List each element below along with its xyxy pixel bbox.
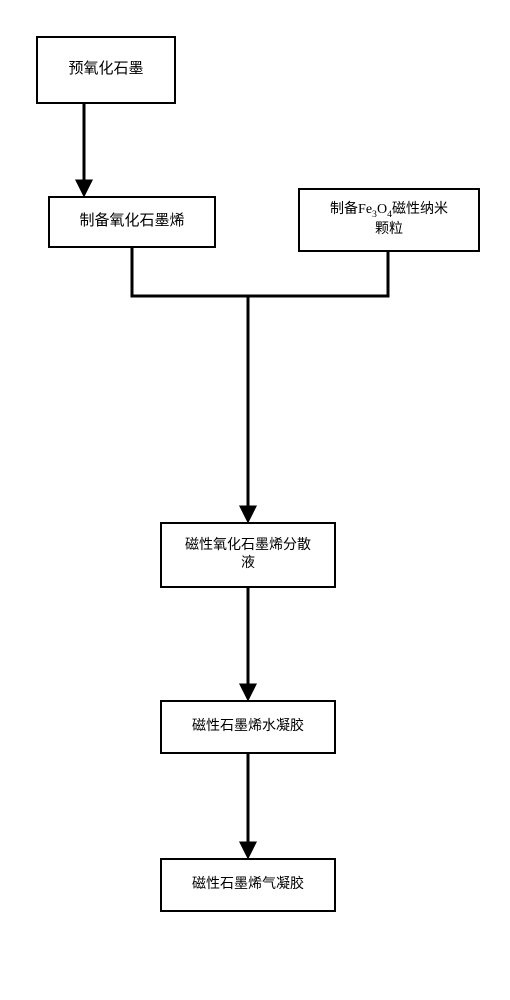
edge-n2-merge [132, 248, 248, 296]
edge-n3-merge [248, 252, 388, 296]
flow-arrows [0, 0, 510, 1000]
